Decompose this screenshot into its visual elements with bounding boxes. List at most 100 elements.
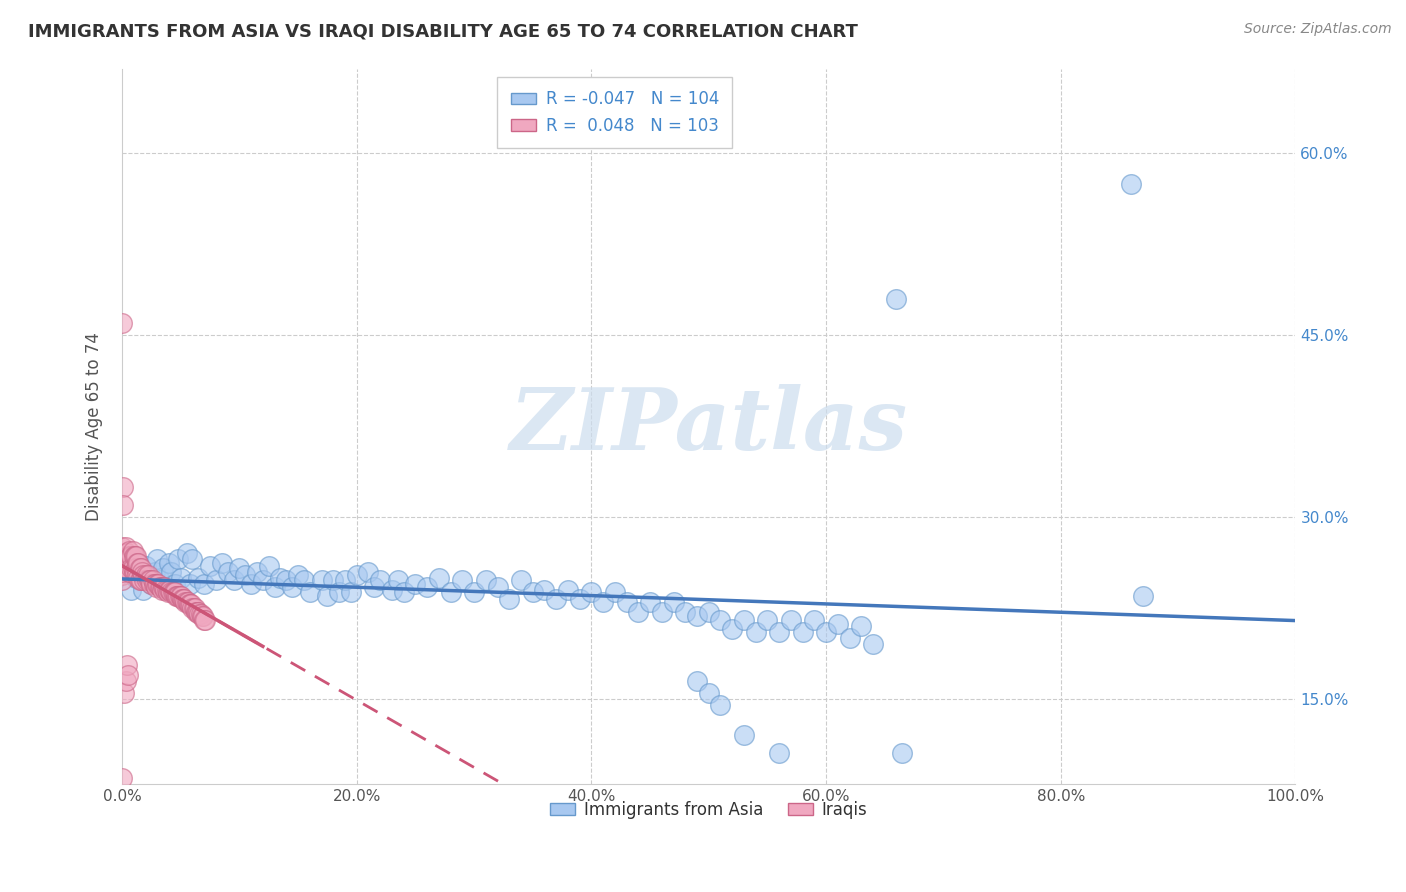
Point bbox=[186, 605, 208, 619]
Point bbox=[111, 565, 134, 579]
Point bbox=[246, 565, 269, 579]
Point bbox=[205, 573, 228, 587]
Point bbox=[122, 549, 145, 563]
Point bbox=[190, 607, 212, 621]
Point bbox=[170, 571, 193, 585]
Point bbox=[510, 573, 533, 587]
Point bbox=[111, 558, 134, 573]
Point bbox=[191, 609, 214, 624]
Point bbox=[851, 619, 873, 633]
Point bbox=[188, 607, 211, 621]
Point bbox=[128, 573, 150, 587]
Point bbox=[191, 609, 214, 624]
Point bbox=[451, 573, 474, 587]
Point bbox=[112, 549, 135, 563]
Point bbox=[756, 613, 779, 627]
Point bbox=[592, 595, 614, 609]
Point bbox=[159, 582, 181, 597]
Point bbox=[112, 498, 135, 512]
Point bbox=[187, 571, 209, 585]
Point bbox=[581, 585, 603, 599]
Point bbox=[112, 480, 135, 494]
Point bbox=[127, 568, 149, 582]
Point bbox=[160, 565, 183, 579]
Point bbox=[111, 771, 134, 785]
Point bbox=[404, 576, 426, 591]
Point bbox=[141, 576, 163, 591]
Point bbox=[557, 582, 579, 597]
Point bbox=[252, 573, 274, 587]
Point bbox=[768, 747, 790, 761]
Point bbox=[142, 573, 165, 587]
Point bbox=[333, 573, 356, 587]
Legend: Immigrants from Asia, Iraqis: Immigrants from Asia, Iraqis bbox=[544, 794, 873, 825]
Point bbox=[1132, 589, 1154, 603]
Point bbox=[170, 589, 193, 603]
Point bbox=[136, 568, 159, 582]
Point bbox=[862, 637, 884, 651]
Point bbox=[328, 585, 350, 599]
Point bbox=[132, 582, 155, 597]
Point bbox=[768, 625, 790, 640]
Point bbox=[475, 573, 498, 587]
Point bbox=[686, 673, 709, 688]
Point bbox=[357, 565, 380, 579]
Point bbox=[149, 580, 172, 594]
Point bbox=[709, 613, 731, 627]
Point bbox=[638, 595, 661, 609]
Point bbox=[122, 552, 145, 566]
Point bbox=[167, 589, 190, 603]
Point bbox=[463, 585, 485, 599]
Point bbox=[127, 556, 149, 570]
Point bbox=[121, 544, 143, 558]
Point bbox=[803, 613, 825, 627]
Point bbox=[115, 657, 138, 672]
Point bbox=[115, 546, 138, 560]
Point bbox=[170, 592, 193, 607]
Point bbox=[134, 558, 156, 573]
Y-axis label: Disability Age 65 to 74: Disability Age 65 to 74 bbox=[86, 332, 103, 521]
Point bbox=[673, 605, 696, 619]
Point bbox=[111, 552, 134, 566]
Point bbox=[120, 561, 142, 575]
Point bbox=[184, 601, 207, 615]
Point bbox=[427, 571, 450, 585]
Point bbox=[157, 582, 180, 597]
Point bbox=[363, 580, 385, 594]
Point bbox=[733, 728, 755, 742]
Point bbox=[316, 589, 339, 603]
Point bbox=[142, 576, 165, 591]
Text: Source: ZipAtlas.com: Source: ZipAtlas.com bbox=[1244, 22, 1392, 37]
Text: ZIPatlas: ZIPatlas bbox=[510, 384, 908, 468]
Point bbox=[120, 549, 142, 563]
Point bbox=[177, 597, 200, 611]
Point bbox=[217, 565, 239, 579]
Point bbox=[193, 613, 215, 627]
Point bbox=[292, 573, 315, 587]
Point bbox=[125, 561, 148, 575]
Point bbox=[117, 558, 139, 573]
Point bbox=[387, 573, 409, 587]
Point bbox=[139, 573, 162, 587]
Point bbox=[222, 573, 245, 587]
Point bbox=[111, 556, 134, 570]
Point bbox=[120, 565, 142, 579]
Point bbox=[124, 549, 146, 563]
Point bbox=[115, 561, 138, 575]
Point bbox=[165, 589, 187, 603]
Point bbox=[486, 580, 509, 594]
Point bbox=[174, 595, 197, 609]
Point bbox=[111, 541, 134, 555]
Point bbox=[627, 605, 650, 619]
Point bbox=[148, 576, 170, 591]
Point bbox=[118, 565, 141, 579]
Point bbox=[240, 576, 263, 591]
Point bbox=[198, 558, 221, 573]
Point bbox=[173, 592, 195, 607]
Point bbox=[141, 576, 163, 591]
Point bbox=[686, 609, 709, 624]
Point bbox=[257, 558, 280, 573]
Point bbox=[118, 544, 141, 558]
Point bbox=[111, 561, 134, 575]
Point bbox=[134, 568, 156, 582]
